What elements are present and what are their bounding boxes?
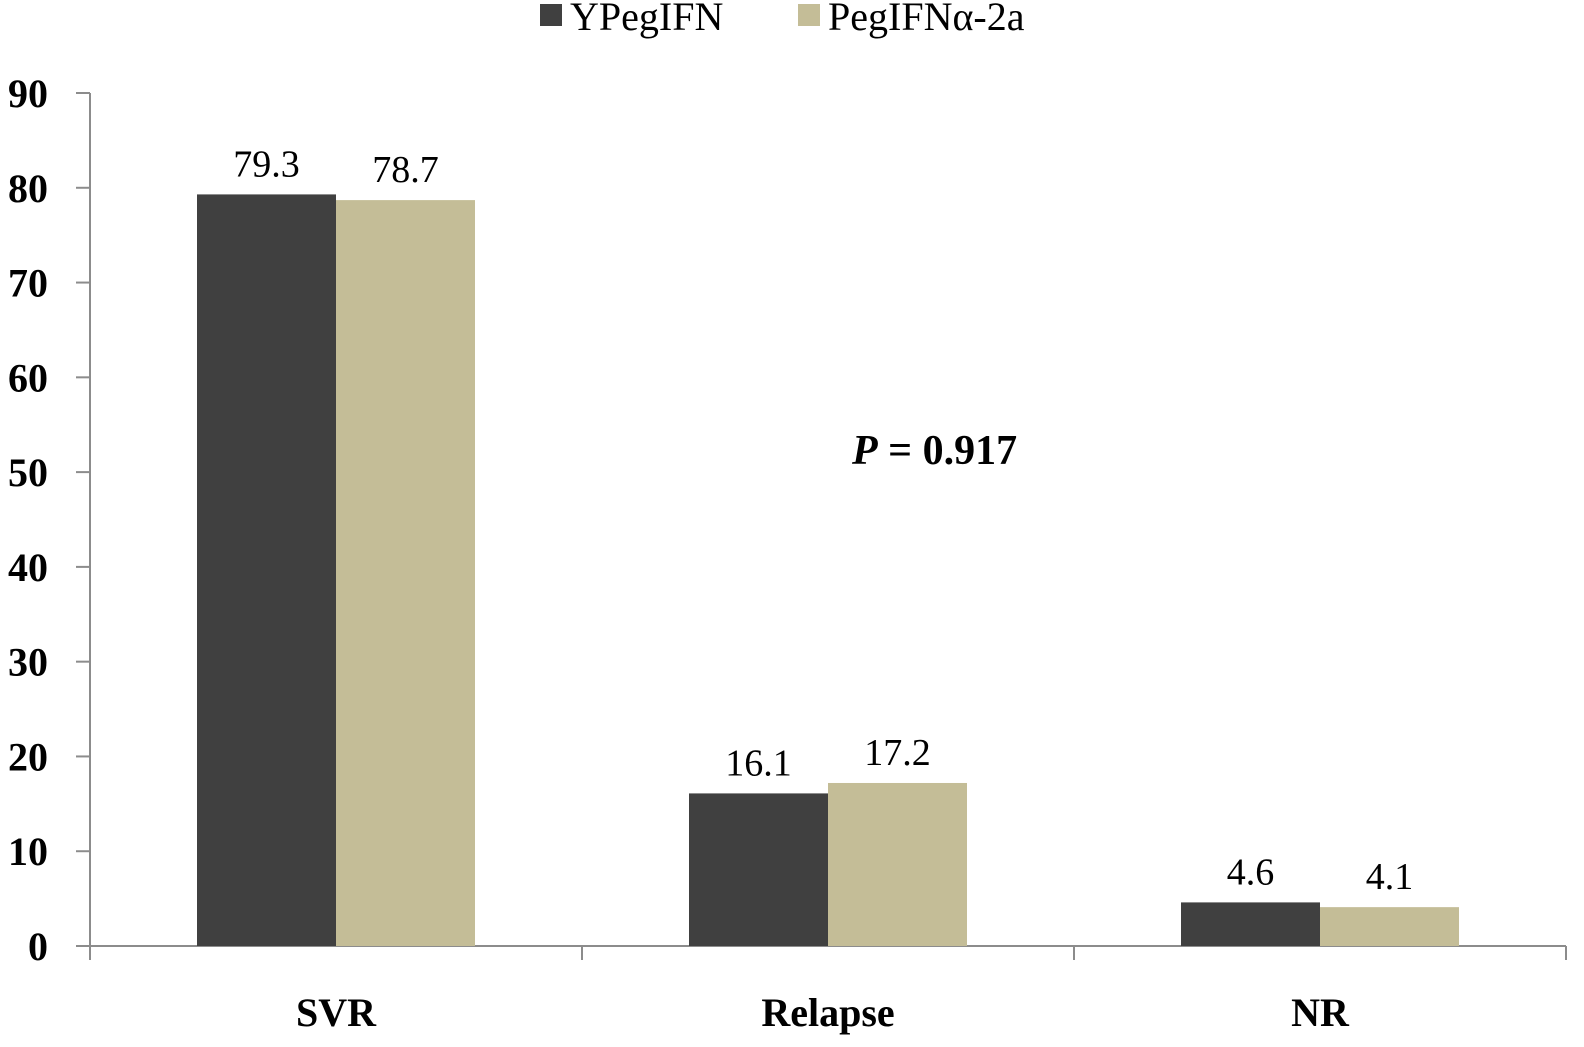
x-category-label-nr: NR <box>1291 990 1350 1035</box>
legend-label-ypegifn: YPegIFN <box>570 0 723 39</box>
y-tick-label: 10 <box>8 829 48 874</box>
y-tick-label: 60 <box>8 355 48 400</box>
y-tick-label: 70 <box>8 261 48 306</box>
data-label-pegifna-2a-relapse: 17.2 <box>864 732 931 774</box>
y-tick-label: 30 <box>8 640 48 685</box>
data-label-pegifna-2a-nr: 4.1 <box>1366 856 1414 898</box>
y-tick-label: 50 <box>8 450 48 495</box>
legend-label-pegifna-2a: PegIFNα-2a <box>828 0 1025 39</box>
data-label-ypegifn-svr: 79.3 <box>233 143 300 185</box>
x-category-label-svr: SVR <box>296 990 377 1035</box>
legend-swatch-pegifna-2a <box>798 4 820 26</box>
bar-ypegifn-relapse <box>689 793 828 946</box>
legend: YPegIFN PegIFNα-2a <box>540 0 1025 39</box>
y-axis: 0 10 20 30 40 50 60 70 80 90 <box>8 71 91 969</box>
bar-pegifna-2a-relapse <box>828 782 967 946</box>
bar-pegifna-2a-nr <box>1320 907 1459 946</box>
x-axis: SVR Relapse NR <box>89 945 1567 1035</box>
p-value-text: = 0.917 <box>878 428 1017 474</box>
data-label-ypegifn-nr: 4.6 <box>1227 851 1275 893</box>
bar-ypegifn-svr <box>197 194 336 946</box>
data-label-pegifna-2a-svr: 78.7 <box>372 149 439 191</box>
bars <box>197 194 1459 947</box>
bar-pegifna-2a-svr <box>336 200 475 947</box>
y-tick-label: 20 <box>8 734 48 779</box>
x-category-label-relapse: Relapse <box>761 990 894 1035</box>
y-tick-label: 40 <box>8 545 48 590</box>
y-tick-label: 90 <box>8 71 48 116</box>
bar-ypegifn-nr <box>1181 902 1320 946</box>
data-label-ypegifn-relapse: 16.1 <box>725 742 792 784</box>
y-tick-label: 80 <box>8 166 48 211</box>
data-labels: 79.3 78.7 16.1 17.2 4.6 4.1 <box>233 143 1413 898</box>
y-tick-label: 0 <box>28 924 48 969</box>
p-value-annotation: P = 0.917 <box>851 428 1017 474</box>
p-value-symbol: P <box>851 428 878 474</box>
legend-swatch-ypegifn <box>540 4 562 26</box>
